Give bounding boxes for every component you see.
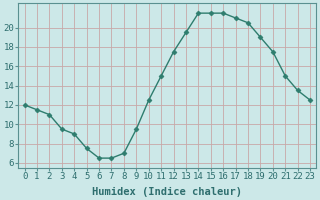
X-axis label: Humidex (Indice chaleur): Humidex (Indice chaleur): [92, 186, 242, 197]
